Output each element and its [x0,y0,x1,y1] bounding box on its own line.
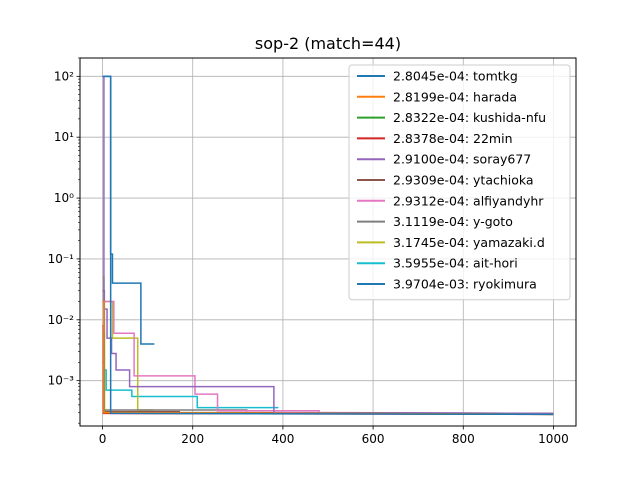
plot-frame [79,57,577,427]
x-tick-label: 600 [362,432,385,446]
y-tick-label: 10⁻³ [48,374,75,388]
legend-label: 3.1745e-04: yamazaki.d [393,235,545,250]
legend-label: 3.5955e-04: ait-hori [393,256,518,271]
x-tick-label: 400 [271,432,294,446]
y-axis: 10⁻³ 10⁻² 10⁻¹ 10⁰ 10¹ 10² [48,57,80,424]
series-line [102,75,554,416]
legend-label: 2.8378e-04: 22min [393,131,513,146]
x-tick-label: 800 [452,432,475,446]
legend: 2.8045e-04: tomtkg 2.8199e-04: harada 2.83… [348,64,571,301]
y-tick-label: 10¹ [54,130,74,144]
chart-title: sop-2 (match=44) [255,34,401,53]
y-tick-label: 10⁰ [54,191,74,205]
legend-label: 2.9100e-04: soray677 [393,152,531,167]
x-axis: 0 200 400 600 800 1000 [99,426,569,446]
legend-label: 3.1119e-04: y-goto [393,214,513,229]
x-tick-label: 1000 [538,432,569,446]
y-tick-label: 10⁻² [48,313,75,327]
legend-label: 2.8045e-04: tomtkg [393,69,518,84]
legend-box [348,64,571,301]
x-tick-label: 200 [181,432,204,446]
legend-label: 2.8322e-04: kushida-nfu [393,110,546,125]
x-tick-label: 0 [99,432,107,446]
legend-label: 3.9704e-03: ryokimura [393,277,537,292]
series-lines [102,75,554,416]
legend-label: 2.8199e-04: harada [393,89,517,104]
series-line [102,300,554,415]
legend-label: 2.9309e-04: ytachioka [393,173,534,188]
legend-label: 2.9312e-04: alfiyandyhr [393,193,544,208]
y-tick-label: 10² [54,69,74,83]
y-tick-label: 10⁻¹ [48,252,75,266]
